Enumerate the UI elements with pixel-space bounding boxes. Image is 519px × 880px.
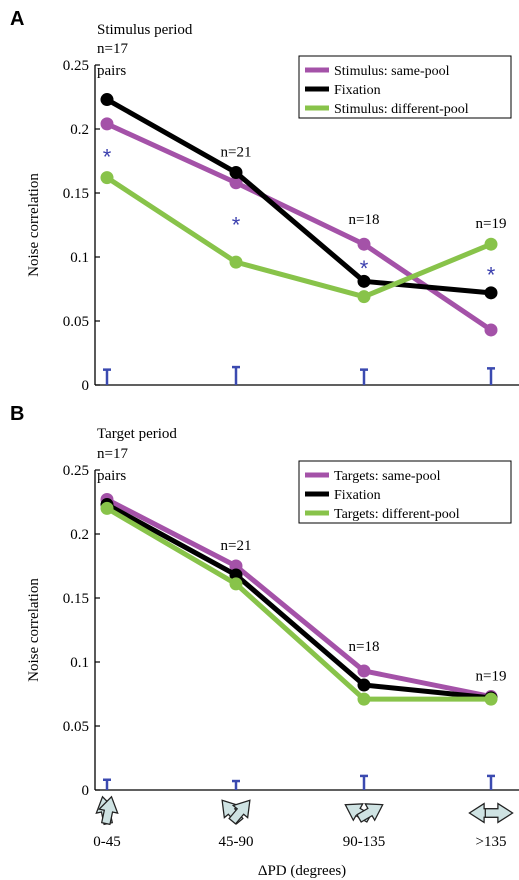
significance-star: * bbox=[360, 256, 369, 281]
arrow-shape bbox=[484, 802, 514, 824]
data-point bbox=[484, 692, 498, 706]
sample-size-label: n=19 bbox=[476, 669, 507, 685]
data-point bbox=[357, 664, 371, 678]
diverging-arrows-icon-135 bbox=[468, 802, 514, 824]
data-point bbox=[357, 290, 371, 304]
diverging-arrows-icon-45-90 bbox=[221, 799, 251, 825]
legend-box bbox=[298, 460, 512, 524]
chart-panel-b: B Target period 0 0.05 0.1 0.15 0.2 0.25 Noise c… bbox=[10, 403, 519, 799]
data-point bbox=[229, 568, 243, 582]
y-tick-label: 0.15 bbox=[63, 591, 89, 607]
data-point bbox=[229, 166, 243, 180]
data-point bbox=[357, 237, 371, 251]
legend-box bbox=[298, 55, 512, 119]
data-point bbox=[229, 559, 243, 573]
data-point bbox=[100, 501, 114, 515]
panel-title: Stimulus period bbox=[97, 22, 193, 38]
sample-size-label: n=17 bbox=[97, 446, 128, 462]
sample-size-label: n=21 bbox=[221, 145, 252, 161]
y-tick-label: 0.2 bbox=[70, 527, 89, 543]
data-point bbox=[484, 323, 498, 337]
diverging-arrows-icon-90-135 bbox=[344, 803, 384, 823]
diverging-arrows-icon-0-45 bbox=[95, 795, 119, 826]
y-tick-label: 0.25 bbox=[63, 58, 89, 74]
series-line bbox=[105, 497, 492, 700]
legend: Stimulus: same-pool Fixation Stimulus: dif… bbox=[298, 55, 512, 119]
y-tick-label: 0 bbox=[82, 783, 90, 799]
pairs-label: pairs bbox=[97, 468, 126, 484]
y-tick-label: 0.25 bbox=[63, 463, 89, 479]
legend-label: Fixation bbox=[334, 488, 381, 503]
significance-star: * bbox=[487, 262, 496, 287]
data-point bbox=[484, 286, 498, 300]
y-tick-label: 0.1 bbox=[70, 655, 89, 671]
significance-star: * bbox=[103, 145, 112, 170]
y-tick-label: 0.15 bbox=[63, 186, 89, 202]
data-point bbox=[357, 692, 371, 706]
significance-star: * bbox=[232, 212, 241, 237]
data-point bbox=[100, 171, 114, 185]
sample-size-label: n=21 bbox=[221, 538, 252, 554]
panel-title: Target period bbox=[97, 426, 177, 442]
sample-size-label: n=17 bbox=[97, 41, 128, 57]
legend-label: Fixation bbox=[334, 83, 381, 98]
series-line bbox=[105, 175, 492, 300]
chart-panel-a: A Stimulus period 0 0.05 0.1 0.15 0.2 0.25 Noise… bbox=[10, 8, 519, 394]
y-tick-label: 0 bbox=[82, 378, 90, 394]
data-point bbox=[100, 93, 114, 107]
sample-size-label: n=19 bbox=[476, 216, 507, 232]
x-axis-label: ΔPD (degrees) bbox=[258, 863, 346, 879]
arrow-shape bbox=[228, 799, 251, 825]
panel-letter: A bbox=[10, 8, 24, 30]
y-tick-label: 0.05 bbox=[63, 719, 89, 735]
data-point bbox=[484, 237, 498, 251]
sample-size-label: n=18 bbox=[349, 212, 380, 228]
y-tick-label: 0.05 bbox=[63, 314, 89, 330]
legend-label: Stimulus: same-pool bbox=[334, 64, 450, 79]
series-line bbox=[105, 97, 492, 296]
data-point bbox=[229, 255, 243, 269]
data-point bbox=[357, 678, 371, 692]
x-tick-label: >135 bbox=[476, 834, 507, 850]
data-point bbox=[229, 176, 243, 190]
y-tick-label: 0.1 bbox=[70, 250, 89, 266]
y-tick-label: 0.2 bbox=[70, 122, 89, 138]
sample-size-label: n=18 bbox=[349, 639, 380, 655]
data-point bbox=[100, 117, 114, 131]
arrow-shape bbox=[356, 803, 384, 823]
arrow-shape bbox=[97, 795, 119, 826]
data-point bbox=[357, 274, 371, 288]
pairs-label: pairs bbox=[97, 63, 126, 79]
y-axis-label: Noise correlation bbox=[26, 173, 42, 277]
y-axis-label: Noise correlation bbox=[26, 578, 42, 682]
series-line bbox=[105, 506, 491, 702]
series-line bbox=[105, 502, 492, 701]
legend: Targets: same-pool Fixation Targets: diffe… bbox=[298, 460, 512, 524]
x-tick-label: 90-135 bbox=[343, 834, 386, 850]
x-tick-label: 0-45 bbox=[93, 834, 121, 850]
data-point bbox=[229, 577, 243, 591]
legend-label: Targets: same-pool bbox=[334, 469, 441, 484]
panel-letter: B bbox=[10, 403, 24, 425]
x-tick-label: 45-90 bbox=[219, 834, 254, 850]
legend-label: Stimulus: different-pool bbox=[334, 102, 469, 117]
legend-label: Targets: different-pool bbox=[334, 507, 460, 522]
